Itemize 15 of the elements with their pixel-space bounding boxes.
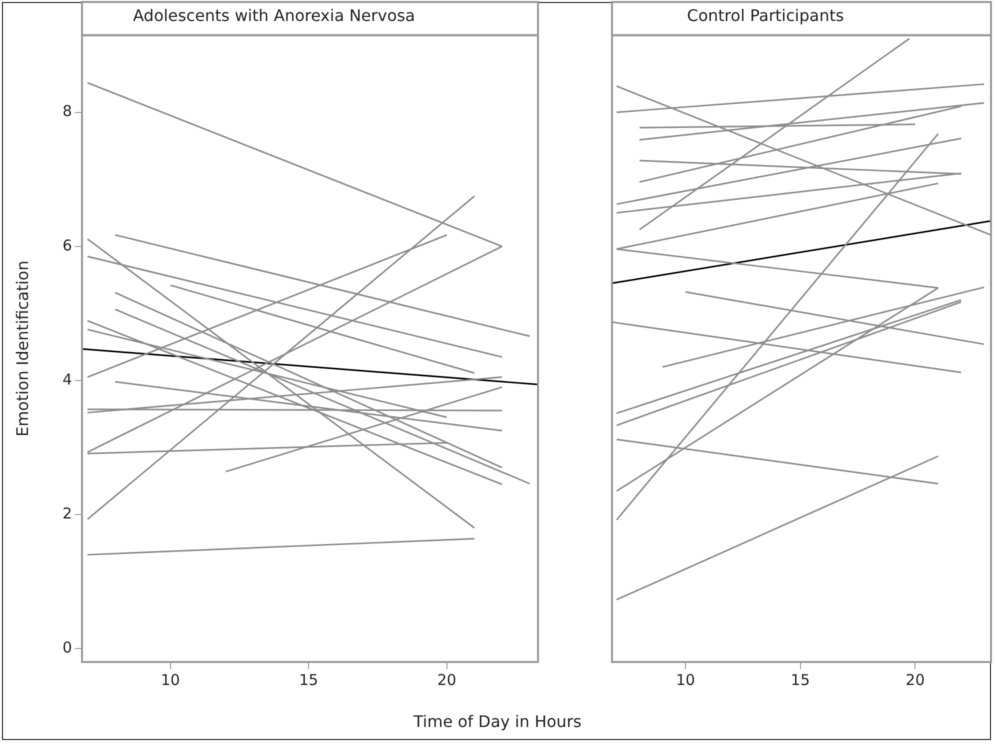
x-tick-label: 20 bbox=[437, 670, 456, 689]
x-axis-title: Time of Day in Hours bbox=[412, 712, 582, 731]
y-tick-label: 4 bbox=[62, 370, 72, 388]
x-tick-label: 15 bbox=[299, 670, 318, 689]
y-tick-label: 2 bbox=[62, 504, 72, 522]
y-tick-label: 0 bbox=[62, 638, 72, 656]
y-tick-label: 6 bbox=[62, 236, 72, 254]
y-tick-label: 8 bbox=[62, 102, 72, 120]
y-axis-title: Emotion Identification bbox=[12, 260, 32, 437]
chart-title: Control Participants bbox=[687, 6, 844, 25]
x-tick-label: 20 bbox=[906, 670, 925, 689]
x-tick-label: 15 bbox=[790, 670, 810, 689]
x-tick-label: 10 bbox=[160, 670, 180, 689]
x-tick-label: 10 bbox=[676, 670, 696, 689]
chart-title: Adolescents with Anorexia Nervosa bbox=[133, 6, 415, 25]
